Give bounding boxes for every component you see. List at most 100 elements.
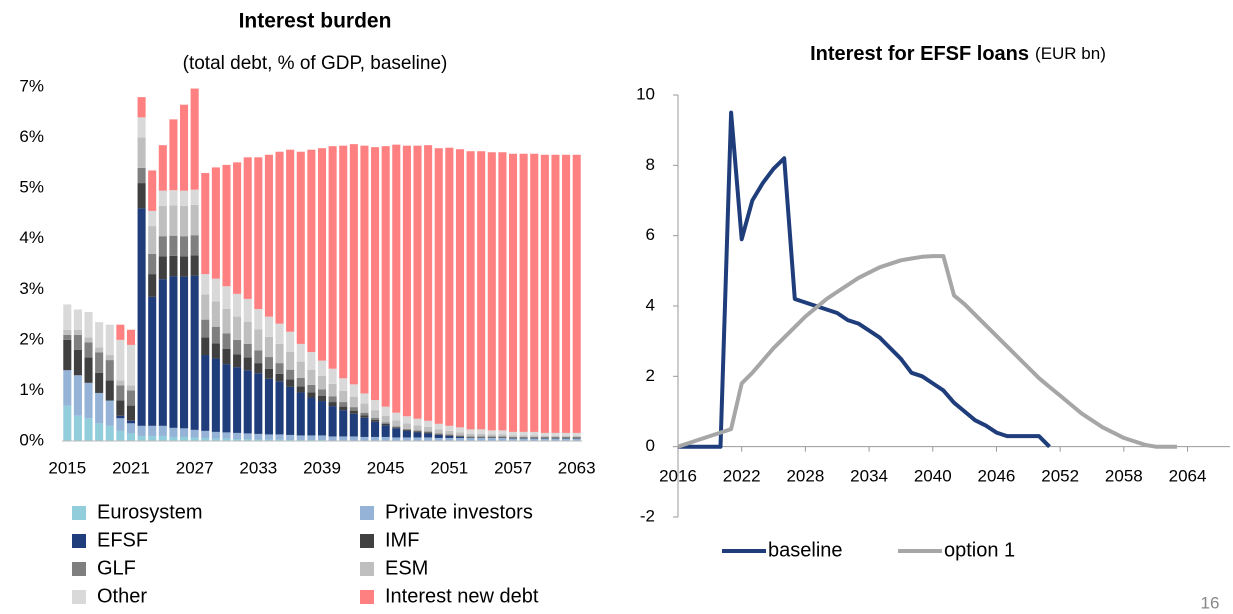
bar-segment [487,437,496,438]
x-tick-label: 2040 [914,466,952,485]
legend-label: Interest new debt [385,585,539,607]
bar-segment [296,377,305,387]
bar-segment [466,429,475,434]
bar-segment [158,205,167,237]
bar-segment [402,428,411,430]
bar-segment [180,104,189,191]
bar-segment [360,415,369,418]
bar-segment [201,172,210,275]
bar-segment [562,437,571,439]
bar-segment [222,432,231,439]
bar-segment [116,400,125,416]
bar-segment [286,331,295,352]
bar-segment [126,344,136,386]
bar-segment [169,427,178,437]
bar-segment [296,361,305,378]
bar-segment [296,439,305,441]
bar-segment [105,380,114,401]
bar-segment [158,279,167,426]
bar-segment [498,434,507,437]
x-tick-label: 2057 [494,458,532,477]
bar-segment [126,390,136,406]
y-tick-label: 1% [19,380,44,399]
bar-segment [466,151,475,430]
bar-segment [455,432,464,436]
y-tick-label: 0 [646,436,655,455]
bar-segment [519,153,528,432]
bar-segment [402,437,411,441]
bar-segment [360,403,369,413]
bar-segment [296,386,305,393]
bar-segment [264,316,273,337]
bar-segment [233,339,242,355]
title-text: Interest for EFSF loans [810,43,1029,65]
bar-segment [562,154,571,433]
y-tick-label: 4 [646,295,655,314]
bar-segment [487,152,496,431]
bar-segment [392,437,401,441]
bar-segment [180,190,189,206]
bar-segment [201,274,210,295]
bar-segment [148,226,157,254]
bar-segment [551,436,560,438]
bar-segment [116,385,125,401]
bar-segment [190,275,199,430]
bar-segment [487,436,496,438]
bar-segment [424,431,433,433]
bar-segment [508,438,518,441]
bar-segment [190,189,199,205]
bar-segment [562,436,571,438]
legend-swatch [360,534,374,548]
bar-segment [551,432,560,436]
bar-segment [180,436,189,441]
bar-segment [360,436,369,441]
legend-label: option 1 [944,539,1015,561]
bar-segment [413,145,422,419]
bar-segment [392,144,401,413]
bar-segment [169,190,178,206]
bar-segment [254,157,263,310]
bar-segment [126,329,136,345]
bar-segment [180,276,189,429]
bar-segment [95,347,104,353]
bar-segment [540,436,549,438]
bar-segment [519,438,528,441]
bar-segment [116,324,125,340]
bar-segment [180,256,189,277]
bar-segment [180,428,189,437]
bar-segment [349,144,358,385]
x-tick-label: 2015 [48,458,86,477]
bar-segment [551,154,560,433]
bar-segment [530,436,539,438]
bar-segment [233,367,242,433]
bar-segment [371,147,380,401]
bar-segment [190,204,199,236]
bar-segment [148,274,157,297]
bar-segment [466,433,475,437]
bar-segment [286,369,295,380]
bar-segment [243,433,252,439]
bar-segment [148,296,157,426]
x-tick-label: 2052 [1041,466,1079,485]
bar-segment [317,389,327,396]
bar-segment [339,402,348,407]
bar-segment [116,418,125,431]
bar-segment [360,145,369,394]
legend-label: GLF [97,557,136,579]
bar-segment [275,381,284,435]
y-tick-label: 6 [646,225,655,244]
bar-segment [477,437,486,441]
bar-segment [296,392,305,436]
y-tick-label: 8 [646,155,655,174]
bar-segment [275,323,284,344]
bar-segment [445,425,454,431]
bar-segment [381,436,390,441]
bar-segment [95,392,104,424]
bar-segment [562,438,571,441]
bar-segment [233,316,242,340]
bar-segment [296,343,305,362]
bar-segment [455,436,464,437]
bar-segment [169,436,178,441]
bar-segment [466,436,475,438]
